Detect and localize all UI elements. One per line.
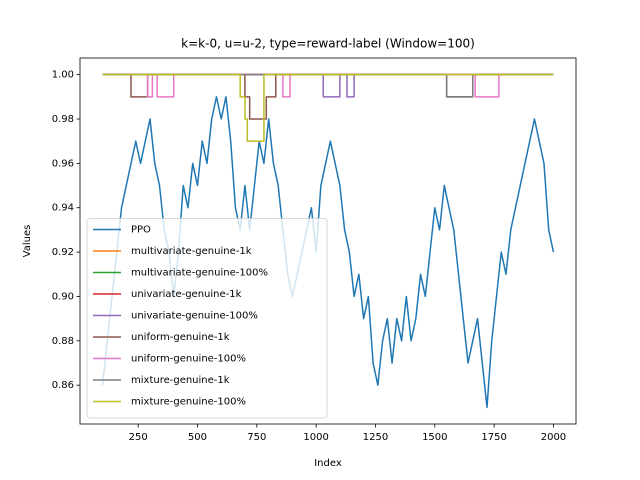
legend: PPO multivariate-genuine-1k multivariate-g…: [86, 218, 328, 419]
legend-label: univariate-genuine-100%: [131, 311, 258, 322]
legend-label: mixture-genuine-1k: [131, 375, 230, 386]
x-tick-label: 1250: [363, 432, 388, 443]
y-tick-label: 1.00: [52, 70, 74, 81]
chart-title: k=k-0, u=u-2, type=reward-label (Window=…: [181, 37, 475, 51]
x-tick-label: 750: [247, 432, 266, 443]
legend-label: multivariate-genuine-1k: [131, 246, 252, 257]
y-tick-label: 0.98: [52, 114, 74, 125]
legend-label: uniform-genuine-100%: [131, 354, 246, 365]
x-tick-label: 1500: [422, 432, 447, 443]
x-tick-label: 1000: [303, 432, 328, 443]
y-tick-label: 0.86: [52, 380, 74, 391]
x-axis-label: Index: [314, 458, 342, 469]
legend-label: mixture-genuine-100%: [131, 397, 246, 408]
legend-label: uniform-genuine-1k: [131, 332, 230, 343]
series-line: [102, 73, 554, 142]
legend-box: [86, 218, 328, 419]
legend-label: univariate-genuine-1k: [131, 289, 242, 300]
legend-label: PPO: [131, 225, 151, 236]
y-axis-label: Values: [22, 225, 33, 258]
axes-frame: [79, 57, 577, 425]
x-tick-label: 1750: [481, 432, 506, 443]
y-tick-label: 0.90: [52, 291, 74, 302]
x-tick-label: 2000: [541, 432, 566, 443]
y-tick-label: 0.96: [52, 158, 74, 169]
x-tick-label: 250: [129, 432, 148, 443]
x-tick-label: 500: [188, 432, 207, 443]
legend-label: multivariate-genuine-100%: [131, 268, 268, 279]
y-tick-label: 0.94: [52, 203, 74, 214]
y-tick-label: 0.92: [52, 247, 74, 258]
y-tick-label: 0.88: [52, 336, 74, 347]
